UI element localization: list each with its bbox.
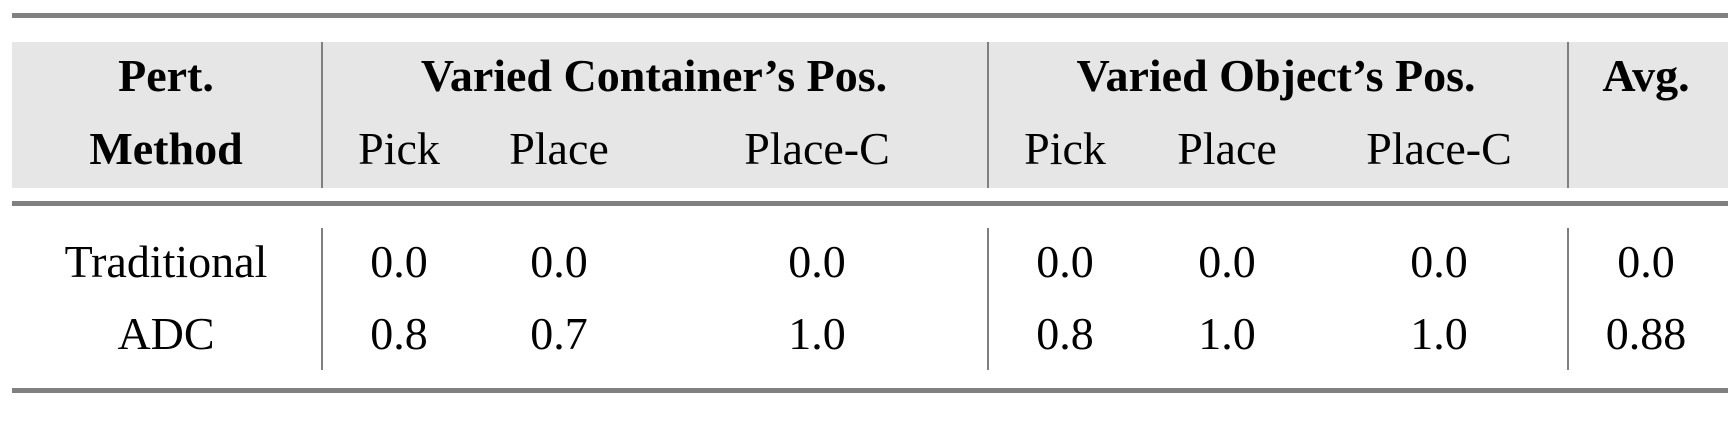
- header-avg: Avg.: [1602, 50, 1690, 101]
- header-col: Place: [1177, 123, 1277, 174]
- row-method: ADC: [117, 308, 215, 359]
- table-cell: 1.0: [788, 308, 846, 359]
- header-col: Place-C: [1366, 123, 1512, 174]
- table-cell: 0.7: [530, 308, 588, 359]
- header-col: Place-C: [744, 123, 890, 174]
- table-cell: 0.8: [1036, 308, 1094, 359]
- header-col: Place: [509, 123, 609, 174]
- table-cell: 0.0: [1410, 236, 1468, 287]
- table-cell: 1.0: [1410, 308, 1468, 359]
- header-shading: [12, 42, 1728, 188]
- table-cell: 0.0: [530, 236, 588, 287]
- mid-rule: [12, 201, 1728, 206]
- body-divider: [987, 228, 989, 370]
- header-divider: [1567, 42, 1569, 188]
- table-cell: 1.0: [1198, 308, 1256, 359]
- body-divider: [321, 228, 323, 370]
- header-group-container: Varied Container’s Pos.: [420, 50, 888, 101]
- table-cell: 0.0: [788, 236, 846, 287]
- header-method: Method: [89, 123, 243, 174]
- bottom-rule: [12, 388, 1728, 393]
- header-pert: Pert.: [118, 50, 214, 101]
- table-cell: 0.0: [370, 236, 428, 287]
- header-group-object: Varied Object’s Pos.: [1076, 50, 1476, 101]
- table-cell: 0.8: [370, 308, 428, 359]
- header-divider: [987, 42, 989, 188]
- top-rule: [12, 13, 1728, 18]
- table-cell: 0.0: [1036, 236, 1094, 287]
- table-cell: 0.88: [1605, 308, 1687, 359]
- table-cell: 0.0: [1617, 236, 1675, 287]
- header-col: Pick: [358, 123, 440, 174]
- table-cell: 0.0: [1198, 236, 1256, 287]
- row-method: Traditional: [64, 236, 268, 287]
- body-divider: [1567, 228, 1569, 370]
- header-divider: [321, 42, 323, 188]
- header-col: Pick: [1024, 123, 1106, 174]
